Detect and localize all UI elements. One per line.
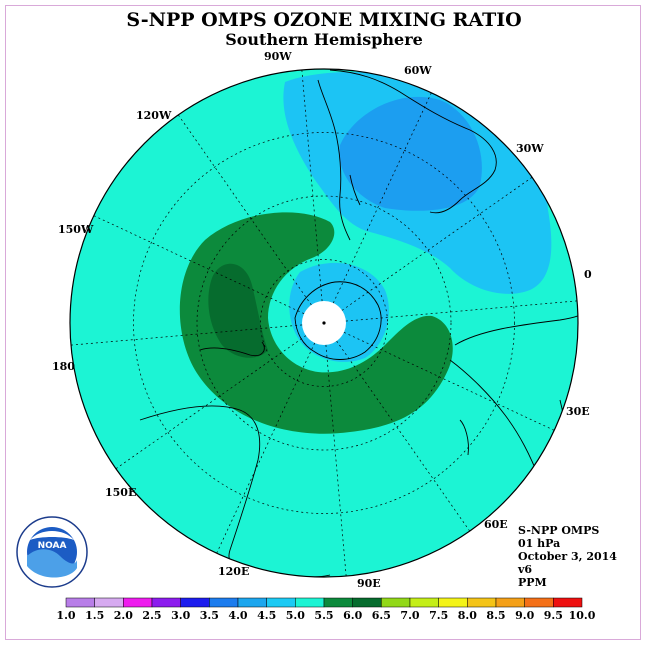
south-pole-marker — [322, 321, 326, 325]
meridian-line — [93, 215, 305, 315]
colorbar-segment — [94, 597, 124, 608]
lon-label-30e: 30E — [566, 405, 590, 418]
colorbar-tick-label: 9.0 — [515, 609, 534, 622]
colorbar-tick-label: 5.0 — [286, 609, 305, 622]
meridian-line — [216, 342, 316, 554]
meridian-line — [70, 324, 303, 346]
latitude-circle — [260, 259, 388, 387]
meridian-line — [301, 69, 323, 302]
colorbar-segment — [295, 597, 325, 608]
colorbar-segment — [381, 597, 411, 608]
colorbar-segment — [495, 597, 525, 608]
info-version: v6 — [518, 563, 533, 576]
lon-label-180: 180 — [52, 360, 75, 373]
colorbar-segment — [323, 597, 353, 608]
ozone-darkgreen-region — [208, 263, 268, 358]
lon-label-150w: 150W — [58, 223, 94, 236]
colorbar-tick-label: 1.0 — [56, 609, 75, 622]
lon-label-30w: 30W — [516, 142, 544, 155]
colorbar-segment — [151, 597, 181, 608]
map-subtitle: Southern Hemisphere — [225, 30, 423, 49]
ozone-green-region — [179, 212, 453, 434]
colorbar-tick-label: 7.5 — [429, 609, 448, 622]
colorbar-segment — [209, 597, 239, 608]
latitude-circle — [133, 132, 515, 514]
info-block: S-NPP OMPS 01 hPa October 3, 2014 v6 PPM — [518, 524, 617, 589]
colorbar-segment — [237, 597, 267, 608]
meridian-line — [178, 114, 312, 306]
colorbar-tick-label: 6.0 — [343, 609, 362, 622]
meridian-line — [345, 300, 578, 322]
colorbar-tick-label: 3.0 — [171, 609, 190, 622]
info-instrument: S-NPP OMPS — [518, 524, 600, 537]
lon-label-120w: 120W — [136, 109, 172, 122]
colorbar-segment — [438, 597, 468, 608]
colorbar-segment — [352, 597, 382, 608]
lon-label-0: 0 — [584, 268, 592, 281]
colorbar-tick-label: 10.0 — [569, 609, 596, 622]
figure-frame — [5, 5, 641, 640]
meridian-line — [325, 344, 347, 577]
info-date: October 3, 2014 — [518, 550, 617, 563]
meridian-line — [341, 177, 533, 311]
colorbar-segment — [266, 597, 296, 608]
longitude-labels: 90W 60W 30W 0 30E 60E 90E 120E 150E 180 … — [52, 50, 592, 590]
colorbar-tick-label: 2.0 — [114, 609, 133, 622]
lon-label-60w: 60W — [404, 64, 432, 77]
lon-label-90e: 90E — [357, 577, 381, 590]
colorbar-segment — [467, 597, 497, 608]
colorbar-tick-label: 4.5 — [257, 609, 276, 622]
colorbar-tick-label: 8.0 — [458, 609, 477, 622]
colorbar-tick-label: 3.5 — [200, 609, 219, 622]
colorbar-segment — [180, 597, 210, 608]
lon-label-60e: 60E — [484, 518, 508, 531]
colorbar-segment — [123, 597, 153, 608]
lon-label-90w: 90W — [264, 50, 292, 63]
colorbar-segment — [553, 597, 583, 608]
map-title: S-NPP OMPS OZONE MIXING RATIO — [126, 9, 522, 31]
meridian-line — [336, 340, 470, 532]
colorbar-tick-label: 7.0 — [400, 609, 419, 622]
lon-label-120e: 120E — [218, 565, 249, 578]
colorbar-tick-label: 9.5 — [544, 609, 563, 622]
info-units: PPM — [518, 576, 547, 589]
noaa-logo-text: NOAA — [38, 541, 67, 551]
colorbar: 1.0 1.5 2.0 2.5 3.0 3.5 4.0 4.5 5.0 5.5 6.0 6.5 7.0 7… — [56, 597, 596, 622]
colorbar-tick-label: 4.0 — [228, 609, 247, 622]
meridian-line — [343, 331, 555, 431]
colorbar-segment — [65, 597, 95, 608]
colorbar-segment — [409, 597, 439, 608]
colorbar-tick-label: 6.5 — [372, 609, 391, 622]
colorbar-tick-label: 2.5 — [142, 609, 161, 622]
colorbar-tick-label: 5.5 — [314, 609, 333, 622]
meridian-line — [115, 335, 307, 469]
colorbar-segment — [524, 597, 554, 608]
ozone-mediumblue-region — [339, 96, 482, 211]
colorbar-tick-label: 8.5 — [486, 609, 505, 622]
meridian-line — [332, 92, 432, 304]
graticule — [70, 69, 578, 577]
noaa-logo-icon: NOAA — [16, 516, 88, 588]
lon-label-150e: 150E — [105, 486, 136, 499]
info-level: 01 hPa — [518, 537, 561, 550]
colorbar-tick-label: 1.5 — [85, 609, 104, 622]
map-boundary — [69, 68, 579, 578]
latitude-circle — [196, 195, 452, 451]
